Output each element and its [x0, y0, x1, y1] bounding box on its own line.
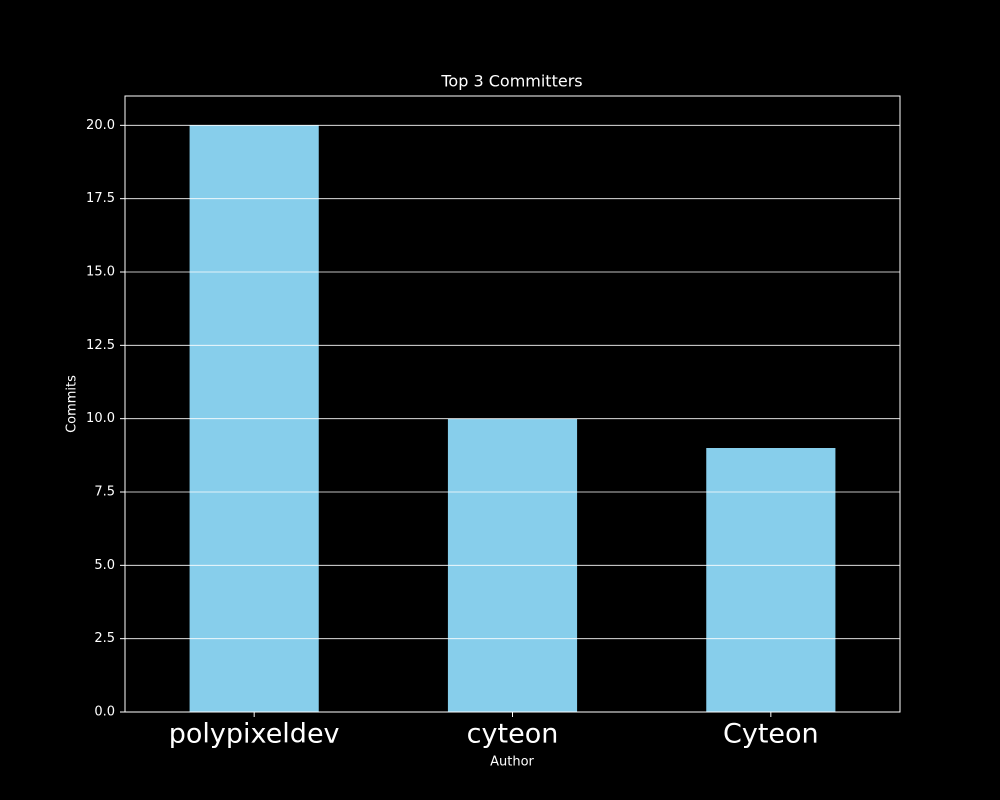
y-tick-label: 12.5	[86, 338, 115, 353]
chart-title: Top 3 Committers	[440, 72, 582, 91]
y-tick-label: 0.0	[94, 705, 115, 720]
plot-frame	[124, 95, 901, 713]
y-tick-label: 5.0	[94, 558, 115, 573]
y-tick-label: 15.0	[86, 265, 115, 280]
x-tick-label: polypixeldev	[169, 719, 340, 750]
y-axis-label: Commits	[65, 375, 80, 433]
x-axis-label: Author	[490, 755, 534, 770]
bar	[706, 448, 836, 712]
y-tick-label: 7.5	[94, 485, 115, 500]
y-tick-label: 17.5	[86, 191, 115, 206]
x-tick-label: cyteon	[467, 719, 559, 750]
y-tick-label: 10.0	[86, 411, 115, 426]
y-tick-label: 20.0	[86, 118, 115, 133]
y-tick-label: 2.5	[94, 631, 115, 646]
x-tick-label: Cyteon	[723, 719, 819, 750]
